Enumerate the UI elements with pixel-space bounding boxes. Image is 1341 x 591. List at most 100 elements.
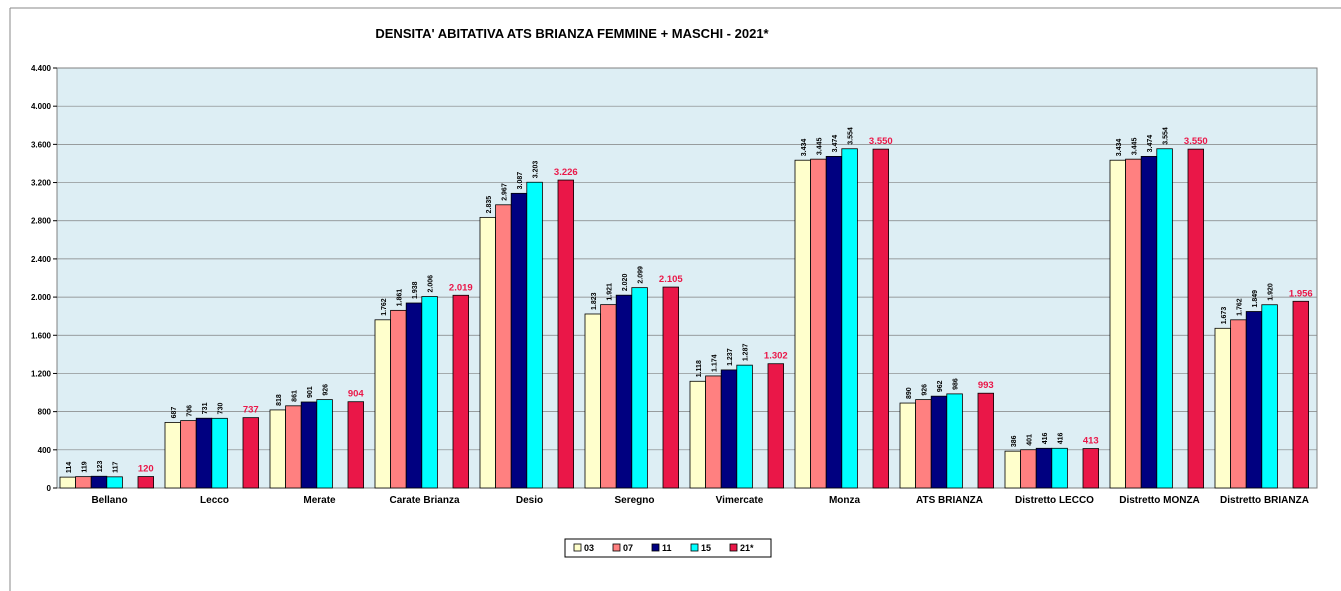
- bar: [584, 313, 602, 489]
- value-label: 2.020: [622, 274, 629, 292]
- bar: [767, 363, 785, 489]
- y-tick-label: 1.600: [31, 331, 52, 340]
- y-tick-label: 2.000: [31, 293, 52, 302]
- value-label: 3.550: [1184, 136, 1208, 147]
- value-label: 1.118: [696, 360, 703, 377]
- bar: [479, 216, 497, 489]
- bar: [1020, 449, 1037, 489]
- bar: [631, 287, 648, 489]
- bar: [810, 158, 827, 489]
- bar: [946, 393, 963, 489]
- value-label: 1.849: [1252, 290, 1259, 308]
- value-label: 901: [307, 386, 314, 398]
- bar: [285, 405, 302, 489]
- value-label: 3.554: [1163, 127, 1170, 145]
- bar: [899, 402, 917, 489]
- value-label: 818: [276, 394, 283, 406]
- bar: [1109, 159, 1127, 489]
- legend-swatch: [690, 543, 699, 552]
- value-label: 3.203: [533, 161, 540, 179]
- y-tick-label: 400: [38, 446, 52, 455]
- plot-area: [56, 67, 1318, 489]
- value-label: 986: [953, 378, 960, 390]
- bar: [300, 401, 318, 489]
- value-label: 1.823: [591, 292, 598, 310]
- legend-box: [564, 538, 772, 558]
- bar: [421, 296, 438, 489]
- bar: [137, 476, 155, 489]
- value-label: 3.554: [848, 127, 855, 145]
- bar: [662, 286, 680, 489]
- x-tick-label: Vimercate: [716, 495, 764, 506]
- value-label: 119: [81, 461, 88, 472]
- bar: [930, 395, 948, 489]
- value-label: 730: [218, 403, 225, 415]
- legend-label: 07: [623, 543, 633, 553]
- value-label: 413: [1083, 436, 1099, 447]
- bar: [374, 319, 392, 489]
- bar: [825, 155, 843, 489]
- value-label: 123: [97, 460, 104, 472]
- x-tick-label: Desio: [516, 495, 543, 506]
- bar: [90, 475, 108, 489]
- value-label: 1.174: [711, 354, 718, 372]
- legend-swatch: [729, 543, 738, 552]
- bar: [872, 148, 890, 489]
- value-label: 120: [138, 464, 154, 475]
- bar: [1214, 327, 1232, 489]
- value-label: 1.921: [606, 283, 613, 301]
- value-label: 962: [937, 380, 944, 392]
- y-tick-label: 3.200: [31, 179, 52, 188]
- bar: [510, 192, 528, 489]
- value-label: 1.938: [412, 281, 419, 299]
- value-label: 3.445: [816, 138, 823, 156]
- value-label: 2.835: [486, 196, 493, 214]
- value-label: 2.099: [638, 266, 645, 284]
- bar: [794, 159, 812, 489]
- chart-title: DENSITA' ABITATIVA ATS BRIANZA FEMMINE +…: [375, 26, 769, 41]
- y-tick-label: 4.400: [31, 64, 52, 73]
- bar: [526, 181, 543, 489]
- bar: [164, 422, 182, 489]
- value-label: 2.019: [449, 282, 473, 293]
- legend-swatch: [573, 543, 582, 552]
- value-label: 117: [113, 461, 120, 472]
- x-tick-label: Merate: [303, 495, 336, 506]
- bar: [1245, 311, 1263, 489]
- y-tick-label: 3.600: [31, 140, 52, 149]
- value-label: 1.237: [727, 348, 734, 366]
- bar: [316, 399, 333, 489]
- value-label: 2.967: [501, 183, 508, 201]
- value-label: 3.474: [1147, 135, 1154, 153]
- x-tick-label: Distretto MONZA: [1119, 495, 1200, 506]
- bar: [720, 369, 738, 489]
- legend-swatch: [612, 543, 621, 552]
- value-label: 1.302: [764, 351, 788, 362]
- bar: [1082, 448, 1100, 489]
- bar: [915, 399, 932, 489]
- bar: [180, 420, 197, 489]
- value-label: 114: [66, 462, 73, 473]
- value-label: 993: [978, 380, 994, 391]
- value-label: 1.762: [381, 298, 388, 316]
- value-label: 890: [906, 387, 913, 399]
- bar: [269, 409, 287, 489]
- bar: [1261, 304, 1278, 489]
- bar: [1140, 155, 1158, 489]
- bar: [211, 417, 228, 489]
- y-tick-label: 4.000: [31, 102, 52, 111]
- bar: [75, 476, 92, 489]
- bar: [405, 302, 423, 489]
- x-tick-label: Distretto LECCO: [1015, 495, 1094, 506]
- bar: [1125, 158, 1142, 489]
- bar: [1035, 447, 1053, 489]
- value-label: 3.550: [869, 136, 893, 147]
- bar: [705, 375, 722, 489]
- value-label: 1.861: [396, 289, 403, 307]
- value-label: 3.434: [1116, 139, 1123, 157]
- bar: [1292, 300, 1310, 489]
- y-tick-label: 2.400: [31, 255, 52, 264]
- bar: [615, 294, 633, 489]
- value-label: 416: [1042, 433, 1049, 445]
- y-tick-label: 2.800: [31, 217, 52, 226]
